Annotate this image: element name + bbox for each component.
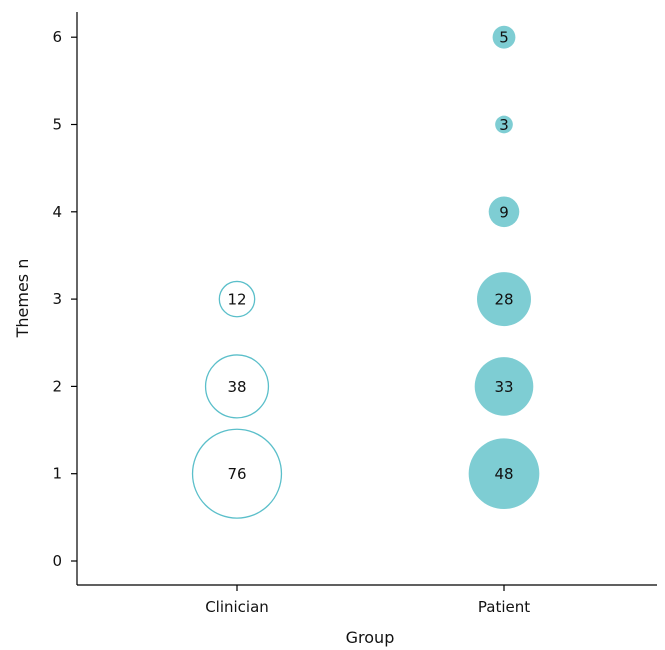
bubble-value-label: 76	[227, 465, 246, 483]
y-ticks: 0 1 2 3 4 5 6	[52, 28, 77, 570]
y-tick-label: 0	[52, 552, 62, 570]
bubble-value-label: 12	[227, 291, 246, 309]
bubble-value-label: 33	[494, 378, 513, 396]
bubble-patient-1	[468, 438, 540, 510]
y-tick-label: 1	[52, 465, 62, 483]
bubble-clinician-1	[191, 428, 283, 519]
bubble-value-label: 3	[499, 116, 509, 134]
x-ticks: Clinician Patient	[205, 585, 530, 616]
bubble-value-label: 28	[494, 291, 513, 309]
bubble-patient-2	[474, 357, 534, 416]
y-tick-label: 2	[52, 377, 62, 395]
y-tick-label: 4	[52, 203, 62, 221]
bubble-patient-6	[492, 25, 516, 49]
bubble-layer: 76 38 12 48 33 28 9 3 5	[191, 25, 540, 519]
bubble-patient-5	[495, 115, 513, 134]
bubble-patient-3	[477, 272, 531, 327]
y-tick-label: 6	[52, 28, 62, 46]
bubble-clinician-3	[218, 280, 256, 318]
y-tick-label: 3	[52, 290, 62, 308]
y-tick-label: 5	[52, 116, 62, 134]
x-tick-label: Clinician	[205, 598, 269, 616]
x-axis-title: Group	[346, 628, 395, 647]
x-tick-label: Patient	[478, 598, 530, 616]
y-axis-title: Themes n	[13, 259, 32, 339]
bubble-value-label: 9	[499, 203, 509, 221]
axes	[76, 12, 657, 586]
bubble-value-label: 5	[499, 29, 509, 47]
bubble-value-label: 38	[227, 378, 246, 396]
bubble-value-label: 48	[494, 465, 513, 483]
bubble-clinician-2	[204, 354, 270, 419]
bubble-patient-4	[488, 196, 520, 228]
